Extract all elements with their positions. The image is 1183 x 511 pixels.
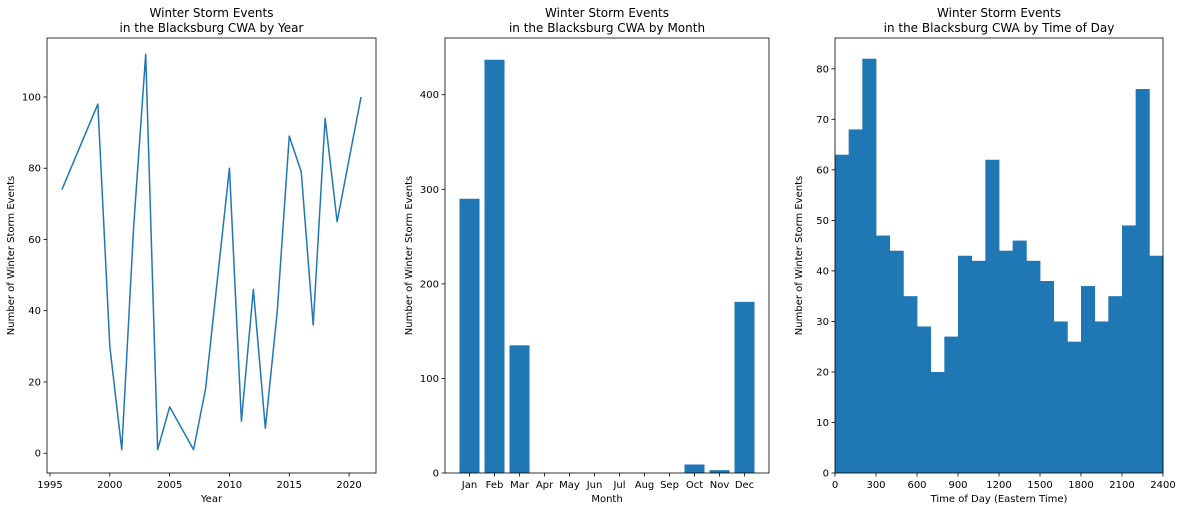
x-tick-label: May <box>559 480 580 491</box>
y-tick-label: 40 <box>816 266 829 277</box>
y-tick-label: 30 <box>816 317 829 328</box>
x-tick-label: Apr <box>536 480 554 491</box>
x-tick-label: Mar <box>510 480 530 491</box>
bar <box>459 198 480 473</box>
histogram-bar <box>1012 240 1027 473</box>
x-tick-label: 300 <box>866 480 885 491</box>
y-tick-label: 100 <box>420 374 439 385</box>
x-tick-label: Aug <box>635 480 655 491</box>
y-tick-label: 400 <box>420 90 439 101</box>
y-tick-label: 200 <box>420 279 439 290</box>
y-axis-label: Number of Winter Storm Events <box>6 176 17 335</box>
chart-title: Winter Storm Events <box>545 6 669 20</box>
x-axis-label: Month <box>591 494 622 505</box>
x-tick-label: 1995 <box>37 480 62 491</box>
axes-frame <box>46 37 377 474</box>
x-tick-label: 1200 <box>986 480 1011 491</box>
y-tick-label: 40 <box>28 306 41 317</box>
x-tick-label: Dec <box>735 480 754 491</box>
y-tick-label: 20 <box>816 367 829 378</box>
x-tick-label: 2000 <box>97 480 122 491</box>
x-tick-label: 2005 <box>157 480 182 491</box>
x-tick-label: Oct <box>686 480 703 491</box>
histogram-bar <box>1149 255 1164 473</box>
histogram-bar <box>1094 321 1109 473</box>
histogram-bar <box>1040 281 1055 473</box>
bar <box>684 464 705 473</box>
x-tick-label: 2010 <box>217 480 242 491</box>
x-axis-label: Year <box>200 494 223 505</box>
histogram-bar <box>1026 260 1041 473</box>
y-tick-label: 60 <box>816 165 829 176</box>
chart-subtitle: in the Blacksburg CWA by Time of Day <box>884 21 1115 35</box>
chart-title: Winter Storm Events <box>150 6 274 20</box>
y-tick-label: 20 <box>28 377 41 388</box>
y-axis-label: Number of Winter Storm Events <box>794 176 805 335</box>
y-tick-label: 70 <box>816 115 829 126</box>
histogram-bar <box>862 58 877 473</box>
histogram-bar <box>889 250 904 473</box>
histogram-bar <box>971 260 986 473</box>
series-line <box>61 53 362 451</box>
x-tick-label: Sep <box>660 480 679 491</box>
histogram-bar <box>944 336 959 473</box>
x-axis-label: Time of Day (Eastern Time) <box>930 494 1068 505</box>
chart-title: Winter Storm Events <box>937 6 1061 20</box>
y-tick-label: 100 <box>22 92 41 103</box>
y-tick-label: 0 <box>823 469 829 480</box>
x-tick-label: 2020 <box>336 480 361 491</box>
y-tick-label: 0 <box>35 449 41 460</box>
y-tick-label: 300 <box>420 185 439 196</box>
histogram-bar <box>835 154 850 473</box>
histogram-bar <box>1135 89 1150 473</box>
chart-subtitle: in the Blacksburg CWA by Year <box>120 21 304 35</box>
x-tick-label: Jan <box>461 480 477 491</box>
histogram-bar <box>1122 225 1137 473</box>
y-tick-label: 0 <box>433 469 439 480</box>
histogram-bar <box>876 235 891 473</box>
bar <box>734 301 755 473</box>
axes-frame <box>444 37 770 474</box>
histogram-bar <box>1081 286 1096 473</box>
bar <box>709 470 730 473</box>
bar <box>484 59 505 473</box>
x-tick-label: 900 <box>948 480 967 491</box>
histogram-bar <box>1053 321 1068 473</box>
y-tick-label: 10 <box>816 418 829 429</box>
x-tick-label: 1800 <box>1068 480 1093 491</box>
bar <box>509 345 530 473</box>
y-tick-label: 60 <box>28 235 41 246</box>
y-tick-label: 50 <box>816 216 829 227</box>
x-tick-label: Feb <box>486 480 504 491</box>
x-tick-label: 0 <box>832 480 838 491</box>
y-tick-label: 80 <box>28 164 41 175</box>
histogram-bar <box>903 296 918 473</box>
histogram-bar <box>999 250 1014 473</box>
chart-subtitle: in the Blacksburg CWA by Month <box>509 21 705 35</box>
x-tick-label: Jul <box>612 480 625 491</box>
x-tick-label: 2015 <box>277 480 302 491</box>
histogram-bar <box>917 326 932 473</box>
histogram-bar <box>985 159 1000 473</box>
x-tick-label: 1500 <box>1027 480 1052 491</box>
x-tick-label: Nov <box>710 480 730 491</box>
x-tick-label: 600 <box>907 480 926 491</box>
histogram-bar <box>930 371 945 473</box>
x-tick-label: 2100 <box>1109 480 1134 491</box>
histogram-bar <box>958 255 973 473</box>
histogram-bar <box>848 129 863 474</box>
histogram-bar <box>1067 341 1082 473</box>
y-tick-label: 80 <box>816 64 829 75</box>
histogram-bar <box>1108 296 1123 473</box>
x-tick-label: Jun <box>586 480 603 491</box>
x-tick-label: 2400 <box>1150 480 1175 491</box>
y-axis-label: Number of Winter Storm Events <box>404 176 415 335</box>
